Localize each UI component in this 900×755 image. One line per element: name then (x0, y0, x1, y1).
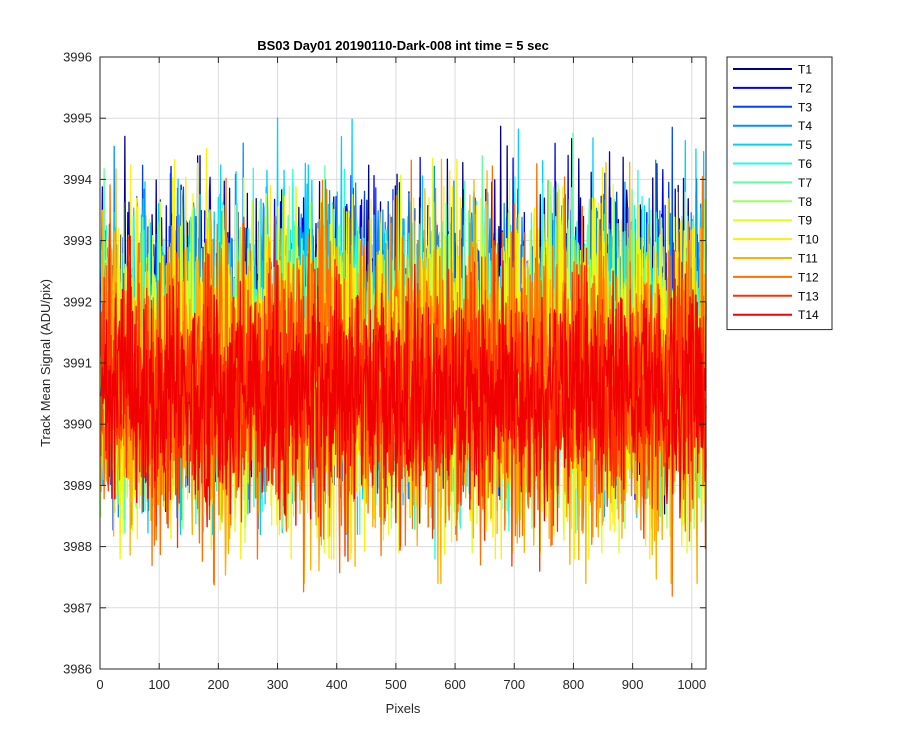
y-axis-label: Track Mean Signal (ADU/pix) (38, 279, 53, 447)
x-tick-label: 800 (563, 677, 585, 692)
legend-label: T6 (798, 157, 812, 171)
x-tick-label: 400 (326, 677, 348, 692)
y-tick-label: 3993 (63, 233, 92, 248)
series-line-t13 (99, 216, 707, 572)
legend-label: T7 (798, 176, 812, 190)
y-tick-label: 3990 (63, 417, 92, 432)
y-tick-label: 3986 (63, 662, 92, 677)
legend-label: T12 (798, 270, 819, 284)
legend-label: T2 (798, 81, 812, 95)
x-tick-label: 500 (385, 677, 407, 692)
legend-label: T1 (798, 63, 812, 77)
legend-label: T11 (798, 252, 818, 266)
x-tick-label: 100 (148, 677, 170, 692)
series-layer (99, 117, 707, 597)
legend-label: T3 (798, 100, 812, 114)
legend-label: T4 (798, 119, 812, 133)
legend-label: T13 (798, 289, 819, 303)
x-tick-label: 700 (503, 677, 525, 692)
y-tick-label: 3996 (63, 50, 92, 65)
legend-box (726, 56, 833, 331)
series-line-t14 (100, 235, 707, 528)
y-tick-label: 3987 (63, 600, 92, 615)
x-tick-label: 0 (96, 677, 103, 692)
x-tick-label: 300 (267, 677, 289, 692)
x-tick-label: 900 (622, 677, 644, 692)
x-axis-label: Pixels (386, 701, 421, 716)
legend-label: T9 (798, 214, 812, 228)
y-tick-label: 3988 (63, 539, 92, 554)
legend-label: T5 (798, 138, 812, 152)
x-tick-label: 1000 (677, 677, 706, 692)
y-tick-label: 3989 (63, 478, 92, 493)
y-tick-label: 3991 (63, 356, 92, 371)
x-tick-label: 600 (444, 677, 466, 692)
chart-title: BS03 Day01 20190110-Dark-008 int time = … (257, 38, 549, 53)
y-tick-label: 3995 (63, 111, 92, 126)
legend-label: T14 (798, 308, 819, 322)
legend-label: T8 (798, 195, 812, 209)
legend-label: T10 (798, 233, 819, 247)
y-tick-label: 3992 (63, 294, 92, 309)
legend: T1 T2 T3 T4 T5 T6 T7 T8 T9 T10 T11 T12 T13 T14 (726, 56, 833, 331)
y-tick-label: 3994 (63, 172, 92, 187)
x-tick-label: 200 (208, 677, 230, 692)
tick-layer: 0 100 200 300 400 500 600 700 800 900 1000 3986 3987… (63, 50, 706, 693)
